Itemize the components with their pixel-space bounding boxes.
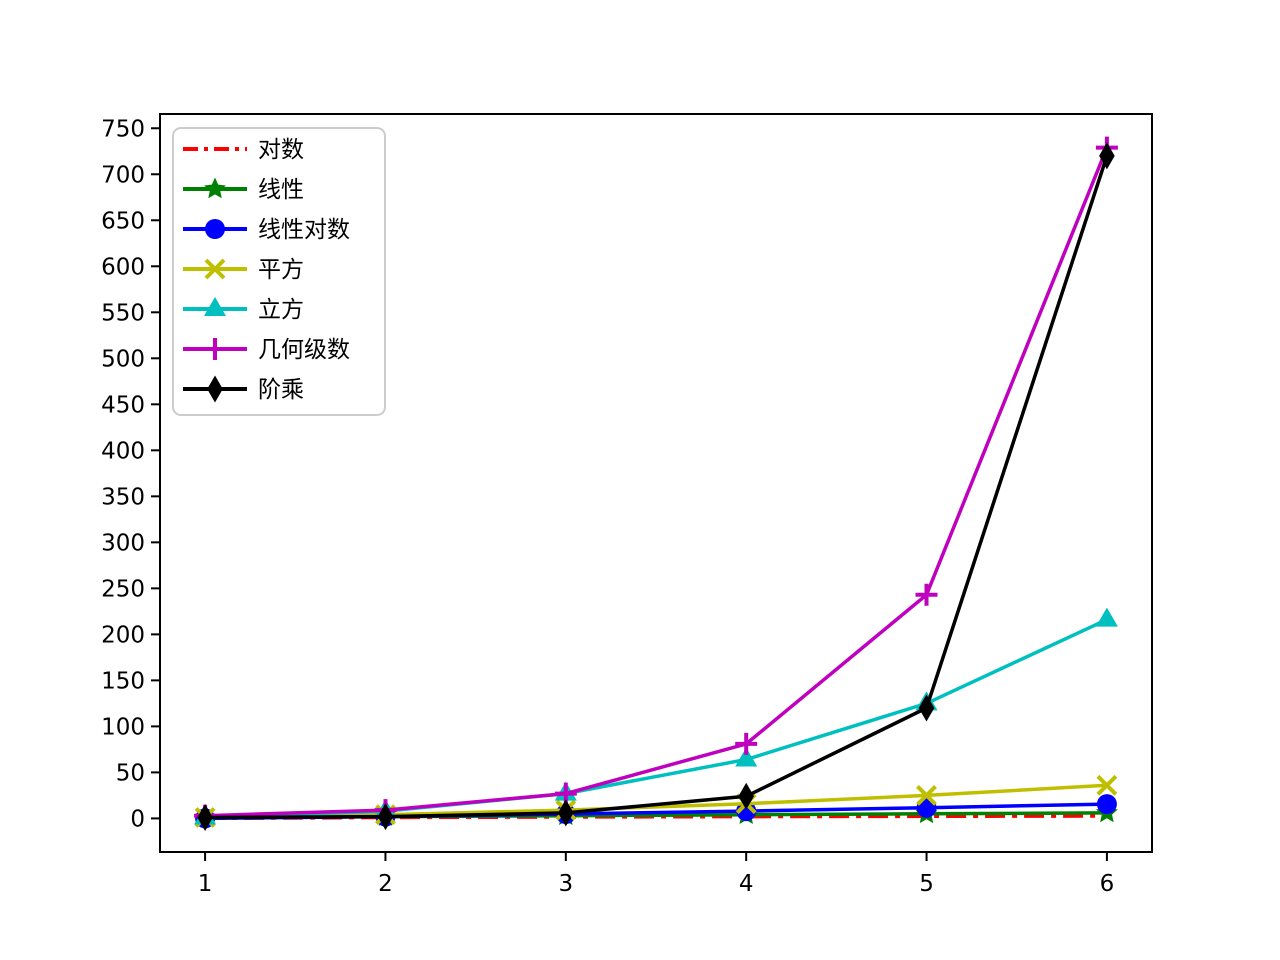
axes-frame [159,113,1153,853]
y-tick-label: 700 [101,162,145,188]
legend-label: 对数 [258,137,304,163]
series [197,142,1115,831]
series [205,814,1107,821]
series-line [205,146,1109,818]
legend-item: 线性 [183,177,304,203]
thin-diamond-marker [918,694,935,722]
y-tick-label: 100 [101,714,145,740]
y-tick-label: 750 [101,116,145,142]
triangle-up-marker [735,747,758,767]
y-tick-label: 0 [130,806,145,832]
x-tick-label: 4 [739,871,754,897]
legend-label: 平方 [258,257,304,283]
x-marker [1096,774,1118,796]
y-tick-label: 500 [101,346,145,372]
legend-item: 对数 [183,137,304,163]
triangle-up-marker [1095,607,1118,627]
x-tick-label: 6 [1100,871,1115,897]
plus-marker [915,583,938,606]
y-tick-label: 600 [101,254,145,280]
legend-label: 线性 [258,177,304,203]
thin-diamond-marker [558,799,574,827]
thin-diamond-marker [207,375,223,403]
y-tick-label: 550 [101,300,145,326]
y-tick-label: 450 [101,392,145,418]
x-tick-label: 5 [919,871,934,897]
x-marker [916,784,937,806]
legend-item: 阶乘 [183,375,304,403]
thin-diamond-marker [738,782,754,810]
y-tick-label: 300 [101,530,145,556]
y-tick-label: 650 [101,208,145,234]
x-tick-label: 2 [378,871,393,897]
legend-label: 立方 [258,297,304,323]
legend-label: 几何级数 [258,337,350,363]
x-marker [204,258,226,280]
series-line [205,618,1108,820]
y-tick-label: 150 [101,668,145,694]
legend-item: 线性对数 [183,217,350,243]
circle-marker [1096,794,1117,815]
x-tick-label: 3 [558,871,573,897]
legend-box [172,127,386,416]
legend-item: 立方 [183,297,304,323]
legend-label: 阶乘 [258,377,304,403]
plus-marker [204,338,226,360]
y-tick-label: 350 [101,484,145,510]
star-marker [204,177,226,199]
series-line [205,814,1107,821]
y-tick-label: 400 [101,438,145,464]
y-tick-label: 250 [101,576,145,602]
thin-diamond-marker [377,803,394,831]
thin-diamond-marker [197,804,213,831]
circle-marker [205,219,225,239]
x-tick-label: 1 [198,871,213,897]
plus-marker [735,732,758,755]
legend-item: 平方 [183,257,304,283]
y-tick-label: 50 [116,760,145,786]
legend-label: 线性对数 [258,217,350,243]
triangle-up-marker [204,297,226,316]
y-tick-label: 200 [101,622,145,648]
series-line [205,155,1109,820]
legend-item: 几何级数 [183,337,350,363]
thin-diamond-marker [1099,142,1115,170]
